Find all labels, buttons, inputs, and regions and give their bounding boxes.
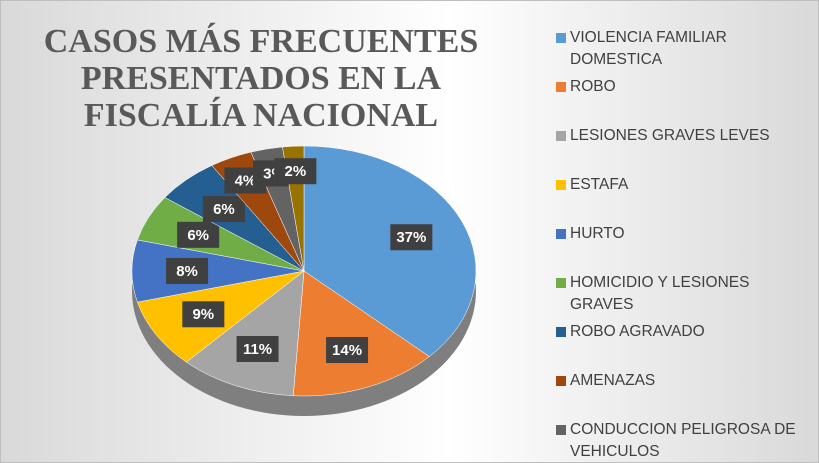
legend-swatch: [556, 180, 566, 190]
legend-swatch: [556, 131, 566, 141]
label-box: [202, 196, 245, 223]
legend-item: LESIONES GRAVES LEVES: [556, 125, 806, 174]
label-box: [166, 258, 209, 284]
legend-label: AMENAZAS: [570, 372, 656, 389]
legend-swatch: [556, 33, 566, 43]
legend-label: ESTAFA: [570, 176, 629, 193]
data-label: 11%: [243, 341, 272, 358]
legend-item: ROBO: [556, 76, 806, 125]
legend-label: HURTO: [570, 225, 625, 242]
legend-label: VIOLENCIA FAMILIAR DOMESTICA: [570, 29, 727, 68]
legend-swatch: [556, 425, 566, 435]
label-box: [326, 337, 369, 364]
legend-swatch: [556, 327, 566, 337]
legend-label: HOMICIDIO Y LESIONES GRAVES: [570, 274, 750, 313]
legend-label: ROBO: [570, 78, 616, 95]
data-label: 2%: [285, 163, 307, 180]
legend: VIOLENCIA FAMILIAR DOMESTICA ROBO LESIONES…: [556, 27, 806, 462]
legend-item: ESTAFA: [556, 174, 806, 223]
data-label: 4%: [235, 172, 257, 189]
label-box: [274, 158, 317, 185]
legend-label: LESIONES GRAVES LEVES: [570, 127, 770, 144]
label-box: [177, 221, 220, 248]
legend-item: HOMICIDIO Y LESIONES GRAVES: [556, 272, 806, 321]
slice: [303, 145, 477, 357]
data-label: 6%: [187, 227, 209, 244]
legend-item: ROBO AGRAVADO: [556, 321, 806, 370]
legend-item: HURTO: [556, 223, 806, 272]
legend-swatch: [556, 82, 566, 92]
chart-title: CASOS MÁS FRECUENTES PRESENTADOS EN LA F…: [43, 23, 479, 134]
slice: [185, 270, 305, 397]
data-label: 9%: [192, 306, 214, 323]
label-box: [182, 301, 225, 328]
legend-item: VIOLENCIA FAMILIAR DOMESTICA: [556, 27, 806, 76]
label-box: [236, 336, 279, 363]
legend-label: ROBO AGRAVADO: [570, 323, 705, 340]
slice: [292, 270, 430, 397]
data-label: 8%: [176, 263, 198, 280]
data-label: 6%: [213, 201, 235, 218]
legend-swatch: [556, 229, 566, 239]
legend-swatch: [556, 278, 566, 288]
legend-swatch: [556, 376, 566, 386]
legend-label: CONDUCCION PELIGROSA DE VEHICULOS: [570, 421, 796, 460]
legend-item: AMENAZAS: [556, 370, 806, 419]
data-label: 37%: [396, 229, 426, 246]
legend-item: CONDUCCION PELIGROSA DE VEHICULOS: [556, 419, 806, 462]
label-box: [390, 224, 433, 251]
data-label: 14%: [332, 342, 362, 359]
